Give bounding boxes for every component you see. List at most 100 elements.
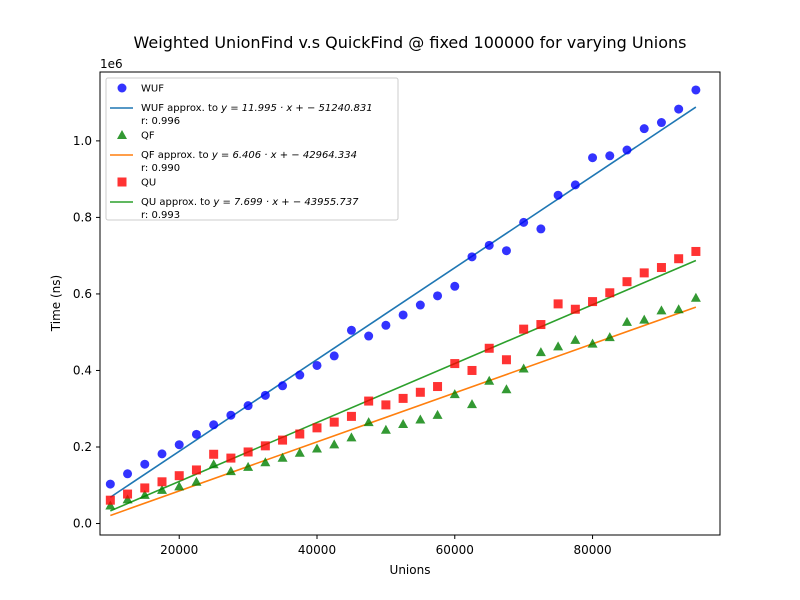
y-tick-label: 0.4 <box>73 363 92 377</box>
y-tick-label: 1.0 <box>73 134 92 148</box>
data-point <box>415 387 425 397</box>
data-point <box>260 390 270 400</box>
data-point <box>329 417 339 427</box>
data-point <box>105 500 116 510</box>
data-point <box>639 314 650 324</box>
legend-fit-name: WUF approx. to <box>141 103 221 114</box>
data-point <box>140 483 150 493</box>
data-point <box>105 495 115 505</box>
data-point <box>174 440 184 450</box>
data-point <box>278 435 288 445</box>
data-point <box>484 343 494 353</box>
legend-entry: QF approx. to y = 6.406 · x + − 42964.33… <box>141 150 357 161</box>
legend-entry: QU <box>141 178 156 189</box>
data-point <box>570 180 580 190</box>
data-point <box>467 252 477 262</box>
data-point <box>484 375 495 385</box>
data-point <box>432 409 443 419</box>
data-point <box>312 443 322 453</box>
data-point <box>346 432 357 442</box>
legend-entry: WUF <box>141 84 164 95</box>
data-point <box>243 401 253 411</box>
data-point <box>570 304 580 314</box>
fit-lines <box>109 106 697 517</box>
data-point <box>329 351 339 361</box>
data-point <box>570 334 581 344</box>
legend-box <box>105 77 399 221</box>
data-point <box>553 341 564 351</box>
data-point <box>174 471 184 481</box>
data-point <box>191 465 201 475</box>
data-point <box>605 288 615 298</box>
data-point <box>225 466 236 476</box>
data-point <box>519 217 529 227</box>
x-tick-label: 80000 <box>573 543 611 557</box>
data-point <box>123 489 133 499</box>
legend-fit-equation: y = 7.699 · x + − 43955.737 <box>212 197 359 208</box>
data-point <box>278 381 288 391</box>
data-point <box>295 429 305 439</box>
x-tick-label: 20000 <box>160 543 198 557</box>
data-point <box>277 452 288 462</box>
data-point <box>346 411 356 421</box>
legend: WUF WUF approx. to y = 11.995 · x + − 512… <box>105 77 399 221</box>
data-point <box>674 104 684 114</box>
data-point <box>536 320 546 330</box>
data-point <box>157 477 167 487</box>
data-point <box>674 254 684 264</box>
data-point <box>329 439 340 449</box>
data-point <box>433 382 443 392</box>
data-point <box>639 124 649 134</box>
legend-entry: WUF approx. to y = 11.995 · x + − 51240.… <box>141 103 373 114</box>
data-point <box>295 370 305 380</box>
legend-fit-name: QU approx. to <box>141 197 213 208</box>
data-point <box>690 292 701 302</box>
data-point <box>449 389 460 399</box>
data-point <box>312 423 322 433</box>
data-point <box>484 240 494 250</box>
legend-fit-r: r: 0.990 <box>141 163 180 174</box>
legend-fit-name: QF approx. to <box>141 150 212 161</box>
data-point <box>604 332 615 342</box>
data-point <box>346 325 356 335</box>
data-point <box>535 347 546 357</box>
data-point <box>605 151 615 161</box>
data-point <box>191 429 201 439</box>
data-point <box>398 419 409 429</box>
data-point <box>157 484 167 494</box>
x-axis-ticks: 20000 40000 60000 80000 <box>160 535 612 557</box>
data-point <box>536 224 546 234</box>
legend-fit-r: r: 0.996 <box>141 116 180 127</box>
data-point <box>381 400 391 410</box>
data-point <box>656 118 666 128</box>
data-point <box>157 449 167 459</box>
data-point <box>622 316 632 326</box>
y-axis-ticks: 0.0 0.2 0.4 0.6 0.8 1.0 <box>73 134 100 531</box>
data-point <box>226 453 236 463</box>
legend-fit-equation: y = 11.995 · x + − 51240.831 <box>220 103 372 114</box>
plot-area-frame <box>99 71 721 536</box>
legend-marker <box>117 177 127 187</box>
legend-entry: QU approx. to y = 7.699 · x + − 43955.73… <box>141 197 359 208</box>
data-point <box>260 441 270 451</box>
fit-line <box>109 106 697 498</box>
data-point <box>656 305 667 315</box>
data-point <box>139 489 150 499</box>
data-point <box>364 396 374 406</box>
y-tick-label: 0.2 <box>73 440 92 454</box>
legend-fit-equation: y = 6.406 · x + − 42964.334 <box>211 150 357 161</box>
data-point <box>122 494 133 504</box>
legend-marker <box>117 83 127 93</box>
data-point <box>433 291 443 301</box>
data-point <box>622 277 632 287</box>
data-point <box>312 360 322 370</box>
data-point <box>381 320 391 330</box>
data-point <box>243 461 254 471</box>
data-point <box>415 300 425 310</box>
data-point <box>588 297 598 307</box>
data-point <box>588 153 598 163</box>
data-point <box>140 459 150 469</box>
legend-marker <box>117 130 127 139</box>
data-point <box>691 246 701 256</box>
